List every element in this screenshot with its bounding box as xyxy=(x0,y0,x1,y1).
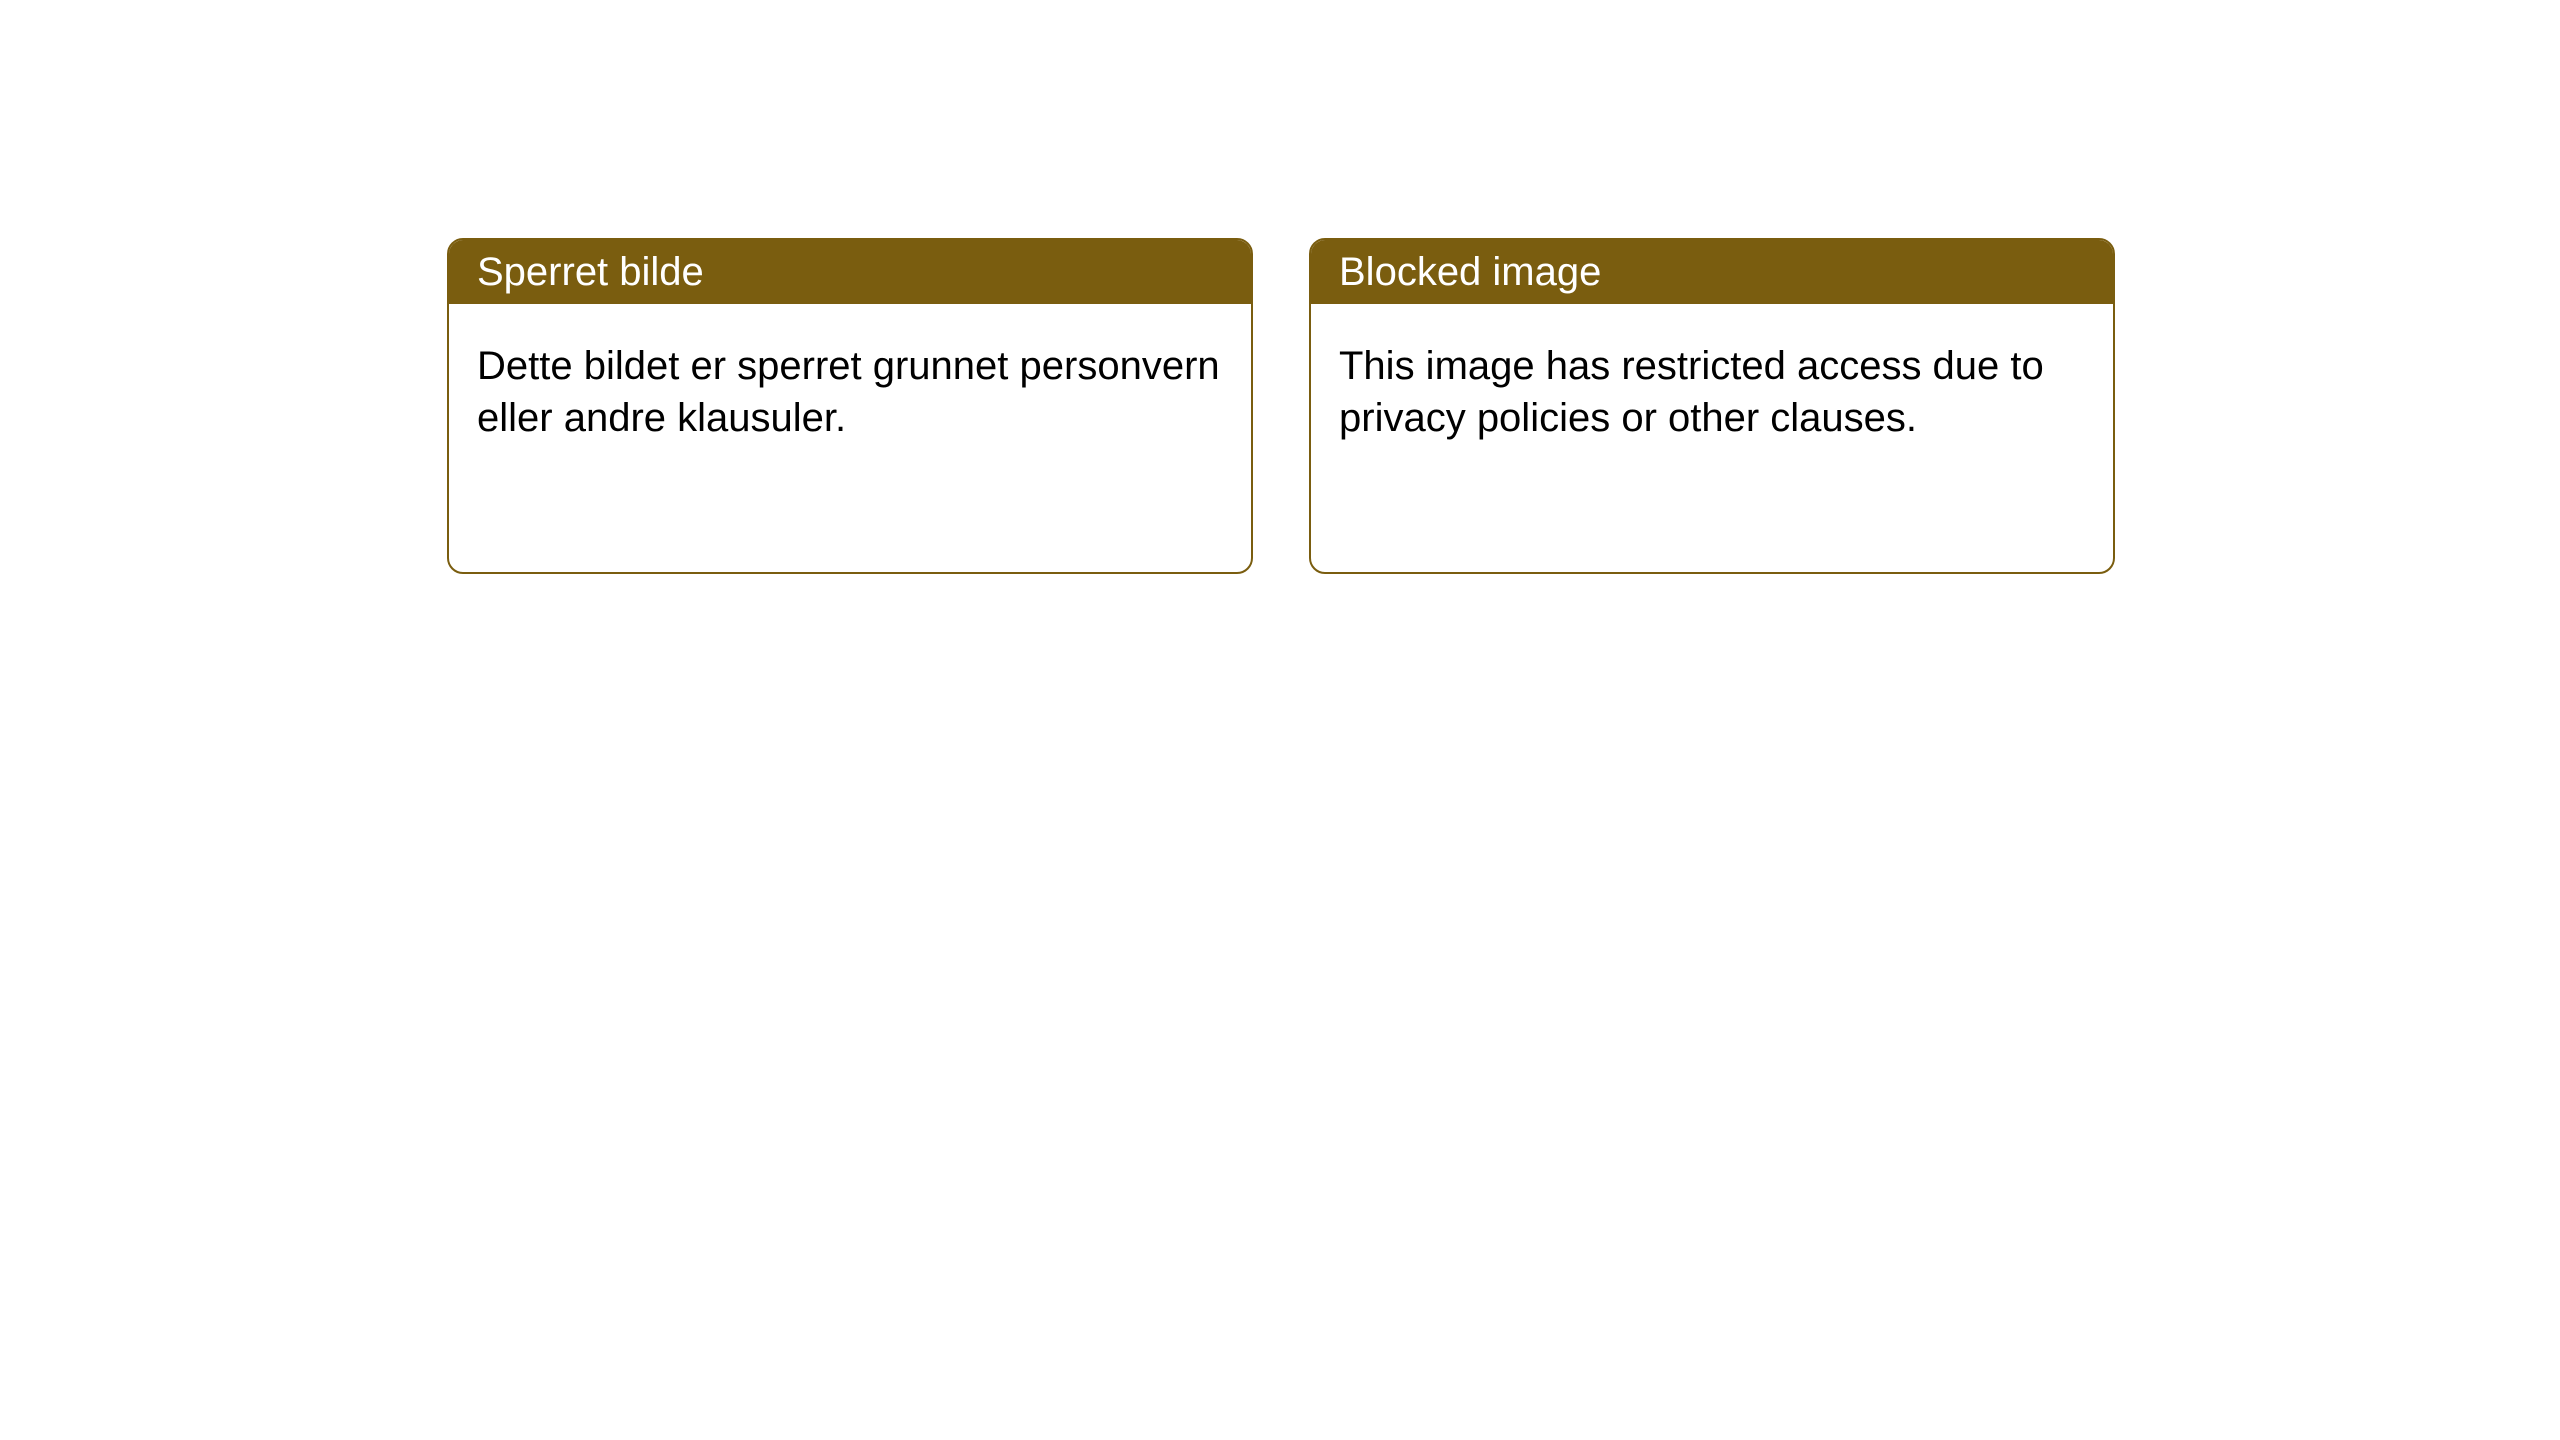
notice-body: Dette bildet er sperret grunnet personve… xyxy=(449,304,1251,480)
notice-container: Sperret bilde Dette bildet er sperret gr… xyxy=(0,0,2560,574)
notice-card-english: Blocked image This image has restricted … xyxy=(1309,238,2115,574)
notice-body: This image has restricted access due to … xyxy=(1311,304,2113,480)
notice-card-norwegian: Sperret bilde Dette bildet er sperret gr… xyxy=(447,238,1253,574)
notice-header: Blocked image xyxy=(1311,240,2113,304)
notice-header: Sperret bilde xyxy=(449,240,1251,304)
